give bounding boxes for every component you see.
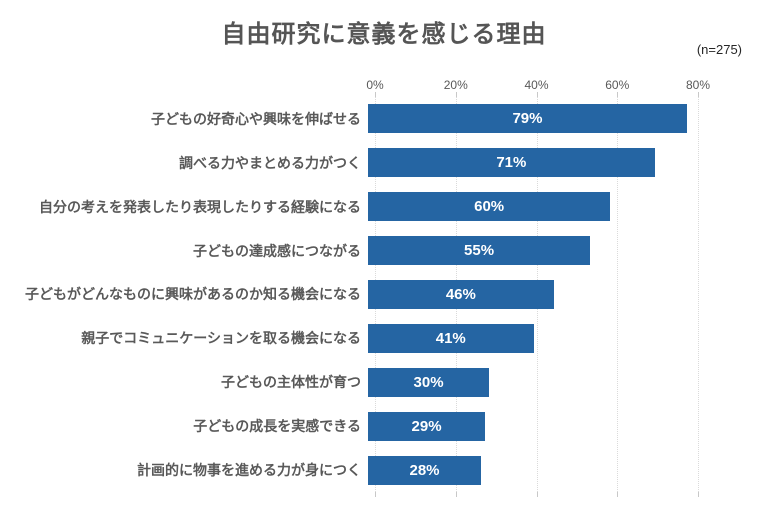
- chart-title: 自由研究に意義を感じる理由: [221, 21, 547, 48]
- axis-tick-mark: [698, 492, 699, 497]
- bar-row: 自分の考えを発表したり表現したりする経験になる 60%: [0, 185, 768, 229]
- category-label: 計画的に物事を進める力が身につく: [137, 462, 361, 479]
- axis-tick-mark: [455, 92, 457, 97]
- bar: 30%: [368, 367, 490, 397]
- axis-tick-mark: [617, 492, 619, 497]
- x-axis-tick-label: 80%: [685, 78, 711, 92]
- plot-area: 子どもの好奇心や興味を伸ばせる 79% 調べる力やまとめる力がつく 71% 自分の考えを…: [0, 92, 768, 497]
- category-label: 親子でコミュニケーションを取る機会になる: [81, 330, 361, 347]
- bar: 41%: [368, 323, 534, 353]
- bar: 46%: [368, 279, 554, 309]
- bar-value-label: 79%: [512, 110, 543, 128]
- bar-row: 子どもの成長を実感できる 29%: [0, 404, 768, 448]
- bar-row: 子どもの達成感につながる 55%: [0, 229, 768, 273]
- category-label: 調べる力やまとめる力がつく: [179, 154, 361, 171]
- bar: 28%: [368, 455, 482, 485]
- axis-tick-mark: [698, 92, 699, 97]
- bar-row: 親子でコミュニケーションを取る機会になる 41%: [0, 316, 768, 360]
- bar: 71%: [368, 148, 655, 178]
- gridline: [617, 97, 619, 492]
- bar-value-label: 60%: [474, 198, 505, 216]
- bar-value-label: 28%: [409, 461, 440, 479]
- bar-value-label: 41%: [435, 329, 466, 347]
- x-axis-tick-label: 20%: [443, 78, 468, 92]
- bar: 55%: [368, 236, 591, 266]
- axis-tick-mark: [455, 492, 457, 497]
- axis-tick-mark: [536, 92, 538, 97]
- category-label: 子どもの達成感につながる: [193, 242, 361, 259]
- bar-value-label: 71%: [496, 154, 527, 172]
- x-axis-tick-label: 40%: [524, 78, 549, 92]
- bar-row: 子どもがどんなものに興味があるのか知る機会になる 46%: [0, 273, 768, 317]
- axis-tick-mark: [536, 492, 538, 497]
- bar-row: 計画的に物事を進める力が身につく 28%: [0, 448, 768, 492]
- category-label: 子どもがどんなものに興味があるのか知る機会になる: [25, 286, 361, 303]
- x-axis: 0% 20% 40% 60% 80%: [0, 78, 768, 94]
- bar: 29%: [368, 411, 486, 441]
- axis-tick-mark: [375, 92, 376, 97]
- x-axis-tick-label: 60%: [605, 78, 630, 92]
- bar-value-label: 46%: [445, 285, 476, 303]
- sample-size-note: (n=275): [696, 42, 742, 57]
- gridline: [698, 97, 699, 492]
- bar-row: 子どもの主体性が育つ 30%: [0, 360, 768, 404]
- category-label: 子どもの成長を実感できる: [193, 418, 361, 435]
- bar-value-label: 55%: [464, 242, 495, 260]
- bar-row: 子どもの好奇心や興味を伸ばせる 79%: [0, 97, 768, 141]
- bar-value-label: 29%: [411, 417, 442, 435]
- bar-row: 調べる力やまとめる力がつく 71%: [0, 141, 768, 185]
- category-label: 子どもの好奇心や興味を伸ばせる: [151, 110, 361, 127]
- x-axis-tick-label: 0%: [366, 78, 384, 92]
- bar: 79%: [368, 104, 687, 134]
- axis-tick-mark: [375, 492, 376, 497]
- category-label: 子どもの主体性が育つ: [221, 374, 361, 391]
- bar: 60%: [368, 192, 611, 222]
- bar-value-label: 30%: [413, 373, 444, 391]
- category-label: 自分の考えを発表したり表現したりする経験になる: [39, 198, 361, 215]
- axis-tick-mark: [617, 92, 619, 97]
